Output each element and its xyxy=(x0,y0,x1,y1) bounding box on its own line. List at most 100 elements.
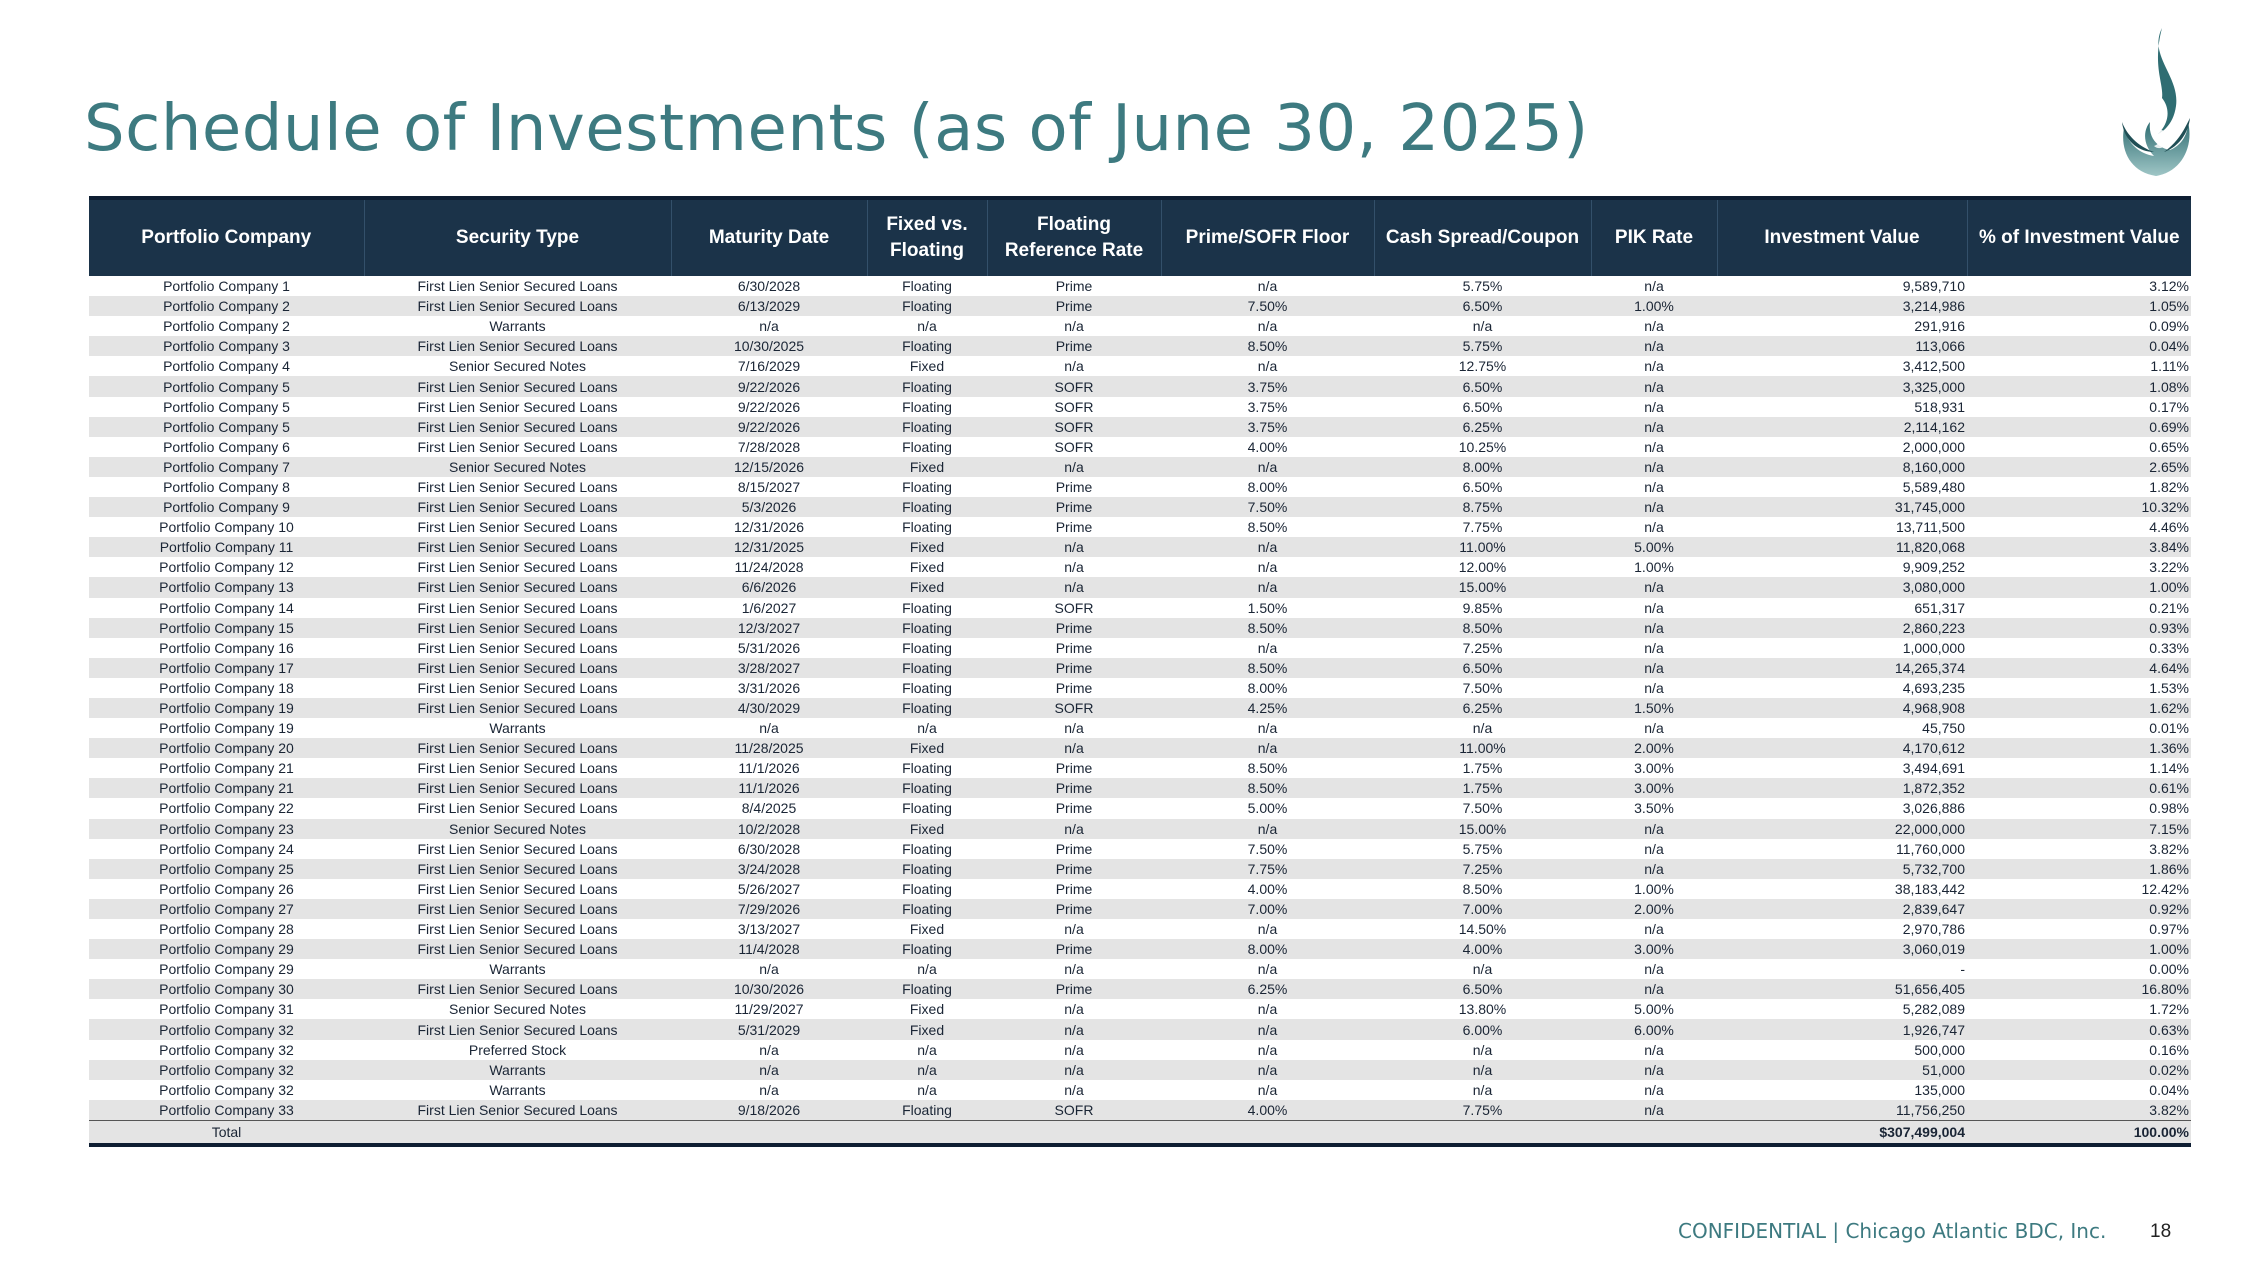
cell-pct-value: 12.42% xyxy=(1967,878,2191,899)
cell-investment-value: 2,000,000 xyxy=(1717,436,1967,457)
cell-security-type: First Lien Senior Secured Loans xyxy=(364,537,671,558)
cell-company: Portfolio Company 20 xyxy=(89,738,364,759)
cell-security-type: First Lien Senior Secured Loans xyxy=(364,657,671,678)
table-row: Portfolio Company 29 Warrants n/a n/a n/a n/a… xyxy=(89,959,2191,980)
cell-spread: 11.00% xyxy=(1374,537,1591,558)
cell-reference-rate: Prime xyxy=(987,878,1161,899)
cell-reference-rate: n/a xyxy=(987,1039,1161,1060)
cell-pct-value: 0.01% xyxy=(1967,718,2191,739)
cell-pik-rate: n/a xyxy=(1591,959,1717,980)
cell-company: Portfolio Company 3 xyxy=(89,336,364,357)
cell-pct-value: 0.21% xyxy=(1967,597,2191,618)
cell-reference-rate: Prime xyxy=(987,898,1161,919)
cell-spread: 7.25% xyxy=(1374,858,1591,879)
cell-security-type: First Lien Senior Secured Loans xyxy=(364,919,671,940)
cell-reference-rate: n/a xyxy=(987,999,1161,1020)
cell-reference-rate: n/a xyxy=(987,537,1161,558)
cell-spread: 15.00% xyxy=(1374,818,1591,839)
cell-company: Portfolio Company 29 xyxy=(89,959,364,980)
cell-spread: 7.50% xyxy=(1374,677,1591,698)
cell-maturity-date: 7/29/2026 xyxy=(671,898,867,919)
cell-spread: n/a xyxy=(1374,1039,1591,1060)
cell-pik-rate: 6.00% xyxy=(1591,1019,1717,1040)
cell-fixed-floating: n/a xyxy=(867,316,987,337)
cell-pik-rate: 3.50% xyxy=(1591,798,1717,819)
cell-pct-value: 4.64% xyxy=(1967,657,2191,678)
cell-security-type: Warrants xyxy=(364,1079,671,1100)
cell-investment-value: 2,860,223 xyxy=(1717,617,1967,638)
cell-fixed-floating: Floating xyxy=(867,677,987,698)
cell-fixed-floating: Floating xyxy=(867,617,987,638)
cell-reference-rate: Prime xyxy=(987,497,1161,518)
cell-security-type: Senior Secured Notes xyxy=(364,356,671,377)
table-row: Portfolio Company 9 First Lien Senior Sec… xyxy=(89,497,2191,518)
cell-fixed-floating: n/a xyxy=(867,1079,987,1100)
cell-reference-rate: Prime xyxy=(987,296,1161,317)
cell-pct-value: 0.04% xyxy=(1967,1079,2191,1100)
table-row: Portfolio Company 10 First Lien Senior Se… xyxy=(89,517,2191,538)
cell-security-type: First Lien Senior Secured Loans xyxy=(364,898,671,919)
cell-fixed-floating: n/a xyxy=(867,959,987,980)
cell-pct-value: 0.33% xyxy=(1967,637,2191,658)
cell-company: Portfolio Company 23 xyxy=(89,818,364,839)
cell-security-type: First Lien Senior Secured Loans xyxy=(364,878,671,899)
cell-floor: 8.50% xyxy=(1161,517,1374,538)
flame-logo-icon xyxy=(2122,28,2190,176)
column-header-security-type: Security Type xyxy=(363,198,671,276)
cell-security-type: Preferred Stock xyxy=(364,1039,671,1060)
cell-reference-rate: Prime xyxy=(987,657,1161,678)
cell-fixed-floating: Floating xyxy=(867,336,987,357)
cell-floor: 8.50% xyxy=(1161,657,1374,678)
footer-confidential: CONFIDENTIAL | Chicago Atlantic BDC, Inc… xyxy=(1678,1219,2107,1243)
cell-company: Portfolio Company 32 xyxy=(89,1019,364,1040)
table-row: Portfolio Company 26 First Lien Senior Se… xyxy=(89,878,2191,899)
cell-company: Portfolio Company 17 xyxy=(89,657,364,678)
cell-spread: 10.25% xyxy=(1374,436,1591,457)
cell-fixed-floating: Floating xyxy=(867,476,987,498)
table-row: Portfolio Company 12 First Lien Senior Se… xyxy=(89,557,2191,578)
cell-maturity-date: n/a xyxy=(671,1039,867,1060)
cell-spread: 7.00% xyxy=(1374,898,1591,919)
cell-investment-value: 51,000 xyxy=(1717,1059,1967,1080)
cell-floor: 7.75% xyxy=(1161,858,1374,879)
table-row: Portfolio Company 7 Senior Secured Notes 1… xyxy=(89,456,2191,477)
total-pct: 100.00% xyxy=(1967,1119,2191,1147)
cell-maturity-date: 4/30/2029 xyxy=(671,697,867,719)
cell-maturity-date: 12/31/2025 xyxy=(671,537,867,558)
cell-company: Portfolio Company 1 xyxy=(89,276,364,297)
cell-reference-rate: n/a xyxy=(987,818,1161,839)
cell-pik-rate: n/a xyxy=(1591,858,1717,879)
cell-company: Portfolio Company 8 xyxy=(89,476,364,498)
cell-maturity-date: 12/15/2026 xyxy=(671,456,867,477)
cell-pct-value: 10.32% xyxy=(1967,497,2191,518)
cell-maturity-date: n/a xyxy=(671,1079,867,1100)
cell-pik-rate: n/a xyxy=(1591,436,1717,457)
cell-reference-rate: Prime xyxy=(987,778,1161,799)
cell-pct-value: 0.17% xyxy=(1967,396,2191,417)
cell-reference-rate: n/a xyxy=(987,718,1161,739)
cell-pct-value: 1.86% xyxy=(1967,858,2191,879)
cell-fixed-floating: Fixed xyxy=(867,818,987,839)
page-title: Schedule of Investments (as of June 30, … xyxy=(84,92,1589,166)
cell-spread: n/a xyxy=(1374,1079,1591,1100)
cell-company: Portfolio Company 6 xyxy=(89,436,364,457)
cell-investment-value: 518,931 xyxy=(1717,396,1967,417)
cell-floor: 3.75% xyxy=(1161,416,1374,437)
total-label: Total xyxy=(89,1119,364,1147)
cell-spread: 8.50% xyxy=(1374,617,1591,638)
table-row: Portfolio Company 32 Warrants n/a n/a n/a n/a… xyxy=(89,1059,2191,1080)
cell-maturity-date: 3/31/2026 xyxy=(671,677,867,698)
table-row: Portfolio Company 25 First Lien Senior Se… xyxy=(89,858,2191,879)
total-value: $307,499,004 xyxy=(1717,1119,1967,1147)
cell-investment-value: 2,114,162 xyxy=(1717,416,1967,437)
cell-investment-value: 3,412,500 xyxy=(1717,356,1967,377)
table-row: Portfolio Company 5 First Lien Senior Sec… xyxy=(89,376,2191,397)
cell-reference-rate: n/a xyxy=(987,557,1161,578)
cell-pik-rate: n/a xyxy=(1591,1079,1717,1100)
cell-security-type: First Lien Senior Secured Loans xyxy=(364,939,671,960)
column-header-spread: Cash Spread/Coupon xyxy=(1373,198,1591,276)
cell-floor: n/a xyxy=(1161,999,1374,1020)
cell-fixed-floating: Floating xyxy=(867,416,987,437)
cell-reference-rate: SOFR xyxy=(987,1099,1161,1121)
cell-investment-value: 4,170,612 xyxy=(1717,738,1967,759)
